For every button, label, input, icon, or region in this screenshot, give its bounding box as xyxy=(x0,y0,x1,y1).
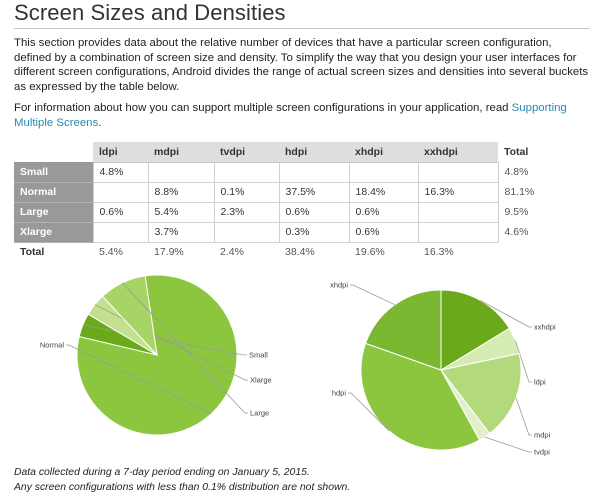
pie-label-mdpi: mdpi xyxy=(534,431,551,440)
table-cell: 0.1% xyxy=(213,181,280,203)
column-total: 38.4% xyxy=(285,246,315,259)
column-header-xxhdpi: xxhdpi xyxy=(418,142,498,163)
table-cell: 0.6% xyxy=(92,201,149,223)
table-cell: 37.5% xyxy=(278,181,350,203)
column-header-hdpi: hdpi xyxy=(279,142,349,163)
pie-label-small: Small xyxy=(249,351,268,360)
row-total: 9.5% xyxy=(504,206,529,218)
pie-leader-line xyxy=(82,324,247,356)
pie-label-xhdpi: xhdpi xyxy=(330,281,348,290)
table-cell xyxy=(92,221,149,243)
pie-slice-xhdpi xyxy=(364,289,442,371)
column-header-xhdpi: xhdpi xyxy=(349,142,418,163)
screen-density-pie-chart: xxhdpi ldpi mdpi tvdpi hdpi xhdpi xyxy=(330,281,556,457)
pie-label-xxhdpi: xxhdpi xyxy=(534,323,556,332)
table-cell: 3.7% xyxy=(147,221,215,243)
pie-label-ldpi: ldpi xyxy=(534,378,546,387)
row-header-large: Large xyxy=(14,202,93,223)
table-cell xyxy=(213,221,280,243)
table-cell xyxy=(278,161,350,183)
corner-cell xyxy=(14,142,93,162)
pie-slice-hdpi xyxy=(360,342,481,451)
column-header-total: Total xyxy=(504,146,529,158)
column-header-tvdpi: tvdpi xyxy=(214,142,279,163)
column-total: 5.4% xyxy=(99,246,123,259)
pie-label-large: Large xyxy=(250,409,269,418)
table-cell xyxy=(147,161,215,183)
pie-slice-tvdpi xyxy=(440,369,491,441)
table-cell: 4.8% xyxy=(92,161,149,183)
pie-slice-ldpi xyxy=(440,327,520,371)
column-header-ldpi: ldpi xyxy=(93,142,148,163)
intro-paragraph: This section provides data about the rel… xyxy=(14,37,589,93)
table-cell: 8.8% xyxy=(147,181,215,203)
column-total: 17.9% xyxy=(154,246,184,259)
table-cell: 2.3% xyxy=(213,201,280,223)
table-header-row: ldpi mdpi tvdpi hdpi xhdpi xxhdpi Total xyxy=(14,142,558,163)
table-cell: 5.4% xyxy=(147,201,215,223)
pie-slice-large xyxy=(101,275,158,357)
pie-leader-line xyxy=(515,397,532,436)
info-suffix: . xyxy=(98,116,102,129)
pie-label-xlarge: Xlarge xyxy=(250,376,272,385)
screen-distribution-table: ldpi mdpi tvdpi hdpi xhdpi xxhdpi Total … xyxy=(14,142,558,262)
pie-slice-xlarge xyxy=(87,295,158,356)
pie-slice-xxhdpi xyxy=(440,289,511,371)
table-row: Small 4.8% 4.8% xyxy=(14,161,558,183)
pie-slice-mdpi xyxy=(440,352,522,435)
pie-leader-line xyxy=(515,340,532,383)
supporting-multiple-screens-link[interactable]: Supporting Multiple Screens xyxy=(14,102,567,129)
table-cell: 0.3% xyxy=(278,221,350,243)
row-header-small: Small xyxy=(14,162,93,183)
pie-label-normal: Normal xyxy=(40,341,65,350)
pie-leader-line xyxy=(484,436,532,453)
pie-leader-line xyxy=(480,299,532,328)
pie-leader-line xyxy=(348,392,390,432)
distribution-note: Any screen configurations with less than… xyxy=(14,482,351,493)
info-text: For information about how you can suppor… xyxy=(14,102,512,114)
column-total xyxy=(498,242,558,262)
pie-leader-line xyxy=(350,284,395,306)
screen-size-pie-chart: Normal Small Xlarge Large xyxy=(40,274,272,436)
table-cell xyxy=(417,221,499,243)
table-cell: 0.6% xyxy=(348,221,419,243)
table-row: Large 0.6% 5.4% 2.3% 0.6% 0.6% 9.5% xyxy=(14,201,558,223)
title-divider xyxy=(14,28,590,29)
row-total: 4.8% xyxy=(504,166,529,178)
table-cell xyxy=(213,161,280,183)
table-cell: 18.4% xyxy=(348,181,419,203)
table-cell xyxy=(417,161,499,183)
pie-slice-small xyxy=(78,313,158,356)
table-row: Normal 8.8% 0.1% 37.5% 18.4% 16.3% 81.1% xyxy=(14,181,558,203)
pie-leader-line xyxy=(122,282,248,414)
column-total: 16.3% xyxy=(424,246,454,259)
page-title: Screen Sizes and Densities xyxy=(14,0,286,25)
column-total: 2.4% xyxy=(220,246,244,259)
row-total: 81.1% xyxy=(504,186,535,198)
row-total: 4.6% xyxy=(504,226,529,238)
pie-leader-line xyxy=(94,304,248,381)
pie-label-tvdpi: tvdpi xyxy=(534,448,550,457)
table-cell xyxy=(417,201,499,223)
info-paragraph: For information about how you can suppor… xyxy=(14,101,592,130)
pie-leader-line xyxy=(66,344,212,415)
table-cell: 16.3% xyxy=(417,181,499,203)
table-cell xyxy=(348,161,419,183)
table-cell: 0.6% xyxy=(348,201,419,223)
column-header-mdpi: mdpi xyxy=(148,142,214,163)
total-row-label: Total xyxy=(20,246,45,259)
row-header-normal: Normal xyxy=(14,182,93,203)
column-total: 19.6% xyxy=(355,246,385,259)
pie-label-hdpi: hdpi xyxy=(332,389,347,398)
data-collection-note: Data collected during a 7-day period end… xyxy=(14,467,310,478)
row-header-xlarge: Xlarge xyxy=(14,222,93,243)
table-cell xyxy=(92,181,149,203)
table-cell: 0.6% xyxy=(278,201,350,223)
table-total-row: Total 5.4% 17.9% 2.4% 38.4% 19.6% 16.3% xyxy=(14,242,558,262)
pie-slice-normal xyxy=(76,274,238,436)
table-row: Xlarge 3.7% 0.3% 0.6% 4.6% xyxy=(14,221,558,243)
